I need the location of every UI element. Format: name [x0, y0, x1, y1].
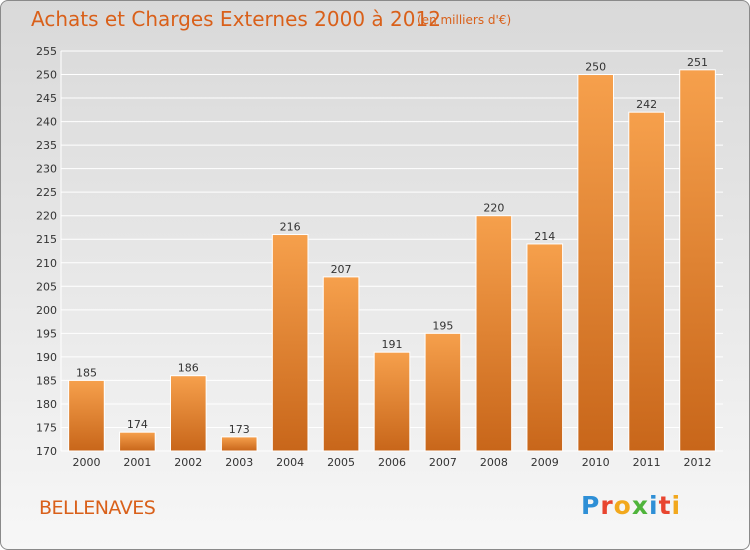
bar-2012 — [679, 69, 716, 452]
logo-letter: r — [600, 491, 614, 520]
y-tick-label: 195 — [36, 327, 57, 340]
bar-2000 — [68, 379, 105, 452]
y-tick-label: 245 — [36, 92, 57, 105]
x-tick-label: 2012 — [684, 456, 712, 469]
bar-2010 — [577, 74, 615, 452]
bar-2008 — [475, 215, 513, 452]
y-tick-label: 190 — [36, 351, 57, 364]
value-label: 186 — [178, 362, 199, 375]
value-label: 174 — [127, 418, 148, 431]
x-tick-label: 2004 — [276, 456, 304, 469]
logo-letter: P — [581, 491, 601, 520]
commune-name: BELLENAVES — [39, 497, 156, 519]
x-tick-label: 2008 — [480, 456, 508, 469]
y-tick-label: 255 — [36, 45, 57, 58]
y-tick-label: 210 — [36, 257, 57, 270]
x-tick-label: 2005 — [327, 456, 355, 469]
bar-2009 — [526, 243, 564, 452]
y-tick-label: 235 — [36, 139, 57, 152]
logo-letter: i — [671, 491, 682, 520]
value-label: 242 — [636, 98, 657, 111]
value-label: 207 — [331, 263, 352, 276]
value-label: 250 — [585, 61, 606, 74]
x-tick-label: 2009 — [531, 456, 559, 469]
y-tick-label: 230 — [36, 163, 57, 176]
y-tick-label: 200 — [36, 304, 57, 317]
value-label: 214 — [534, 230, 555, 243]
value-label: 191 — [382, 338, 403, 351]
x-tick-label: 2002 — [174, 456, 202, 469]
logo-letter: x — [631, 491, 649, 520]
y-tick-label: 250 — [36, 69, 57, 82]
y-tick-label: 225 — [36, 186, 57, 199]
x-tick-label: 2007 — [429, 456, 457, 469]
value-label: 195 — [432, 319, 453, 332]
y-tick-label: 205 — [36, 280, 57, 293]
x-tick-label: 2011 — [633, 456, 661, 469]
bar-2007 — [424, 332, 462, 452]
logo-letter: t — [658, 491, 672, 520]
bar-2004 — [271, 234, 309, 452]
bar-2001 — [119, 431, 156, 452]
chart-subtitle: (en milliers d'€) — [417, 13, 512, 27]
y-tick-label: 220 — [36, 210, 57, 223]
bars — [68, 69, 716, 452]
value-label: 185 — [76, 366, 97, 379]
x-tick-label: 2006 — [378, 456, 406, 469]
bar-2006 — [373, 351, 411, 452]
logo-letter: o — [613, 491, 632, 520]
y-axis-ticks: 170 175 180 185 190 195 200 205 210 215 220 225 230 2… — [36, 45, 57, 458]
y-tick-label: 175 — [36, 421, 57, 434]
bar-2003 — [220, 436, 258, 452]
x-tick-label: 2000 — [72, 456, 100, 469]
x-tick-label: 2003 — [225, 456, 253, 469]
x-tick-label: 2001 — [123, 456, 151, 469]
y-tick-label: 180 — [36, 398, 57, 411]
y-tick-label: 185 — [36, 374, 57, 387]
proxiti-logo[interactable]: Proxiti — [581, 491, 681, 520]
value-label: 216 — [280, 221, 301, 234]
bar-2005 — [322, 276, 360, 452]
y-tick-label: 215 — [36, 233, 57, 246]
y-tick-label: 240 — [36, 116, 57, 129]
value-label: 251 — [687, 56, 708, 69]
chart-title: Achats et Charges Externes 2000 à 2012 — [31, 7, 441, 31]
x-axis-ticks: 2000 2001 2002 2003 2004 2005 2006 2007 2008 2009… — [72, 456, 711, 469]
bar-2011 — [628, 111, 665, 452]
x-tick-label: 2010 — [582, 456, 610, 469]
value-label: 220 — [483, 202, 504, 215]
value-labels: 185 174 186 173 216 207 191 195 220 214 250 242 251 — [76, 56, 708, 436]
y-tick-label: 170 — [36, 445, 57, 458]
bar-2002 — [169, 375, 207, 452]
logo-letter: i — [649, 491, 659, 520]
value-label: 173 — [229, 423, 250, 436]
